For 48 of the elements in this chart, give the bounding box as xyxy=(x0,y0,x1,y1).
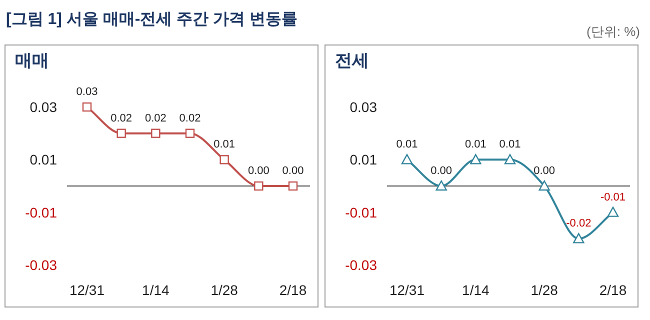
y-tick-label: 0.01 xyxy=(350,152,378,168)
data-label: 0.03 xyxy=(76,86,98,98)
point xyxy=(151,128,160,138)
point xyxy=(116,128,126,138)
data-label: 0.01 xyxy=(464,138,486,151)
x-tick-label: 2/18 xyxy=(599,282,627,298)
text: [그림 1] 서울 매매-전세 주간 가격 변동률 xyxy=(6,11,298,28)
data-label: 0.01 xyxy=(214,138,236,151)
x-tick-label: 1/14 xyxy=(142,282,170,298)
y-tick-label: -0.03 xyxy=(345,257,378,273)
data-label: 0.00 xyxy=(248,165,270,177)
point xyxy=(82,102,92,112)
x-tick-label: 1/14 xyxy=(462,282,490,298)
x-tick-label: 2/18 xyxy=(279,282,307,298)
point xyxy=(288,181,298,191)
data-label: 0.00 xyxy=(430,165,452,177)
data-label: 0.02 xyxy=(144,112,166,124)
point xyxy=(436,180,447,191)
x-tick-label: 12/31 xyxy=(389,282,425,298)
data-label: 0.02 xyxy=(110,112,132,124)
point xyxy=(220,155,229,164)
x-tick-label: 12/31 xyxy=(69,282,105,298)
y-tick-label: -0.03 xyxy=(25,257,58,273)
point xyxy=(401,154,413,164)
point xyxy=(470,154,482,164)
data-label: -0.02 xyxy=(566,218,592,230)
y-tick-label: 0.01 xyxy=(30,152,58,168)
data-label: 0.02 xyxy=(179,112,201,124)
y-tick-label: -0.01 xyxy=(345,204,378,220)
chart-title: 매매 xyxy=(15,51,49,70)
point xyxy=(573,233,584,244)
data-label: 0.00 xyxy=(534,165,556,177)
data-label: 0.01 xyxy=(396,138,418,151)
y-tick-label: -0.01 xyxy=(25,204,58,220)
point xyxy=(254,181,264,191)
chart-title: 전세 xyxy=(335,51,369,70)
point xyxy=(607,206,619,217)
x-tick-label: 1/28 xyxy=(530,282,558,298)
data-label: -0.01 xyxy=(600,191,626,204)
y-tick-label: 0.03 xyxy=(30,99,58,115)
y-tick-label: 0.03 xyxy=(350,99,378,115)
x-tick-label: 1/28 xyxy=(210,282,238,298)
data-label: 0.00 xyxy=(282,165,304,177)
point xyxy=(538,180,550,191)
point xyxy=(504,154,516,164)
point xyxy=(185,128,195,138)
text: (단위: %) xyxy=(586,24,640,39)
data-label: 0.01 xyxy=(499,138,521,151)
